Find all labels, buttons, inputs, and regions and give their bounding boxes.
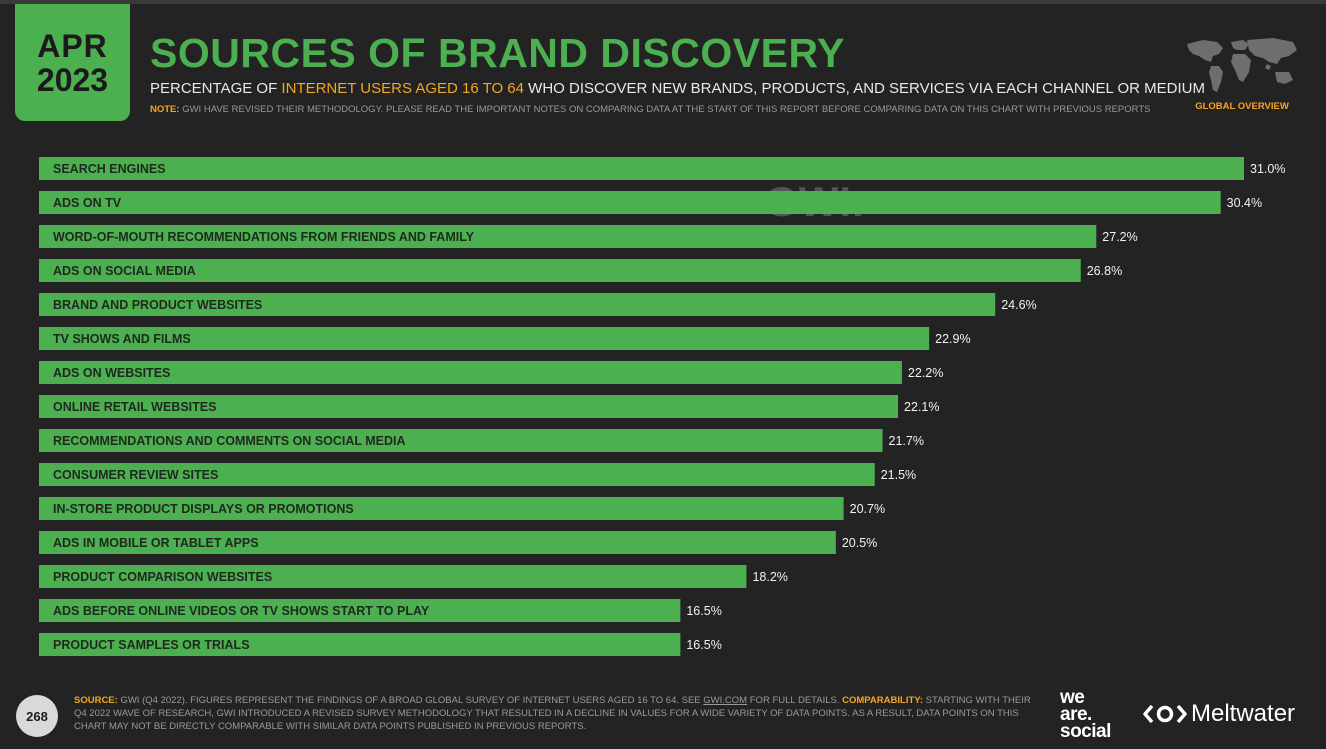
bar xyxy=(39,395,899,418)
we-are-social-logo: we are. social xyxy=(1060,687,1111,742)
source-text-1: GWI (Q4 2022). FIGURES REPRESENT THE FIN… xyxy=(117,695,704,706)
bar xyxy=(39,429,883,452)
bar-category-label: ADS BEFORE ONLINE VIDEOS OR TV SHOWS STA… xyxy=(53,604,430,618)
meltwater-logo: Meltwater xyxy=(1143,700,1295,728)
methodology-note: NOTE: GWI HAVE REVISED THEIR METHODOLOGY… xyxy=(150,104,1151,115)
bar-category-label: TV SHOWS AND FILMS xyxy=(53,332,191,346)
logo-we: we xyxy=(1060,687,1085,708)
bar-category-label: ADS ON WEBSITES xyxy=(53,366,170,380)
bar xyxy=(39,599,681,622)
gwi-link[interactable]: GWI.COM xyxy=(703,695,748,706)
bar xyxy=(39,327,930,350)
bar-value-label: 18.2% xyxy=(752,570,787,584)
page-subtitle: PERCENTAGE OF INTERNET USERS AGED 16 TO … xyxy=(150,80,1205,97)
page-title: SOURCES OF BRAND DISCOVERY xyxy=(150,30,845,76)
bar xyxy=(39,463,875,486)
bar-value-label: 22.1% xyxy=(904,400,939,414)
bar xyxy=(39,497,844,520)
bar xyxy=(39,157,1244,180)
bar xyxy=(39,565,747,588)
bar-value-label: 20.7% xyxy=(850,502,885,516)
bar-category-label: ADS ON TV xyxy=(53,196,122,210)
bar-value-label: 16.5% xyxy=(686,604,721,618)
bar xyxy=(39,259,1081,282)
source-text-2: FOR FULL DETAILS. xyxy=(747,695,843,706)
bar-value-label: 26.8% xyxy=(1087,264,1122,278)
bar-value-label: 30.4% xyxy=(1227,196,1262,210)
bar-value-label: 27.2% xyxy=(1102,230,1137,244)
bar-value-label: 24.6% xyxy=(1001,298,1036,312)
bar xyxy=(39,361,902,384)
bar-category-label: WORD-OF-MOUTH RECOMMENDATIONS FROM FRIEN… xyxy=(53,230,475,244)
bar xyxy=(39,293,996,316)
bar-value-label: 21.5% xyxy=(881,468,916,482)
bar-value-label: 20.5% xyxy=(842,536,877,550)
date-month: APR xyxy=(37,27,108,64)
bar-value-label: 16.5% xyxy=(686,638,721,652)
bar-category-label: CONSUMER REVIEW SITES xyxy=(53,468,218,482)
top-border xyxy=(0,0,1326,4)
bar-category-label: RECOMMENDATIONS AND COMMENTS ON SOCIAL M… xyxy=(53,434,406,448)
world-map-icon xyxy=(1187,38,1297,92)
bar-category-label: BRAND AND PRODUCT WEBSITES xyxy=(53,298,262,312)
subtitle-suffix: WHO DISCOVER NEW BRANDS, PRODUCTS, AND S… xyxy=(524,80,1205,97)
global-overview-label: GLOBAL OVERVIEW xyxy=(1195,101,1289,112)
bar xyxy=(39,633,681,656)
date-year: 2023 xyxy=(36,61,109,98)
page-number: 268 xyxy=(16,695,58,737)
source-label: SOURCE: xyxy=(74,695,118,706)
bar-category-label: SEARCH ENGINES xyxy=(53,162,166,176)
bar-category-label: ADS ON SOCIAL MEDIA xyxy=(53,264,196,278)
comparability-text: STARTING WITH THEIR Q4 2022 WAVE OF RESE… xyxy=(74,695,1031,732)
date-badge: APR 2023 xyxy=(15,4,130,121)
meltwater-text: Meltwater xyxy=(1191,700,1296,727)
bar-value-label: 31.0% xyxy=(1250,162,1285,176)
source-footnote: SOURCE: GWI (Q4 2022). FIGURES REPRESENT… xyxy=(74,694,1034,733)
bar-value-label: 22.2% xyxy=(908,366,943,380)
comparability-label: COMPARABILITY: xyxy=(842,695,924,706)
bar-category-label: PRODUCT SAMPLES OR TRIALS xyxy=(53,638,250,652)
note-text: GWI HAVE REVISED THEIR METHODOLOGY. PLEA… xyxy=(179,104,1151,115)
subtitle-prefix: PERCENTAGE OF xyxy=(150,80,282,97)
logo-social: social xyxy=(1060,721,1111,742)
bar xyxy=(39,191,1221,214)
meltwater-icon xyxy=(1143,704,1187,724)
bar-value-label: 22.9% xyxy=(935,332,970,346)
bar xyxy=(39,225,1097,248)
subtitle-highlight: INTERNET USERS AGED 16 TO 64 xyxy=(281,80,524,97)
bar-category-label: ADS IN MOBILE OR TABLET APPS xyxy=(53,536,259,550)
bar-category-label: IN-STORE PRODUCT DISPLAYS OR PROMOTIONS xyxy=(53,502,354,516)
note-label: NOTE: xyxy=(150,104,180,115)
bar-value-label: 21.7% xyxy=(889,434,924,448)
bar xyxy=(39,531,836,554)
bar-category-label: PRODUCT COMPARISON WEBSITES xyxy=(53,570,272,584)
logo-are: are. xyxy=(1060,704,1092,725)
bar-category-label: ONLINE RETAIL WEBSITES xyxy=(53,400,216,414)
